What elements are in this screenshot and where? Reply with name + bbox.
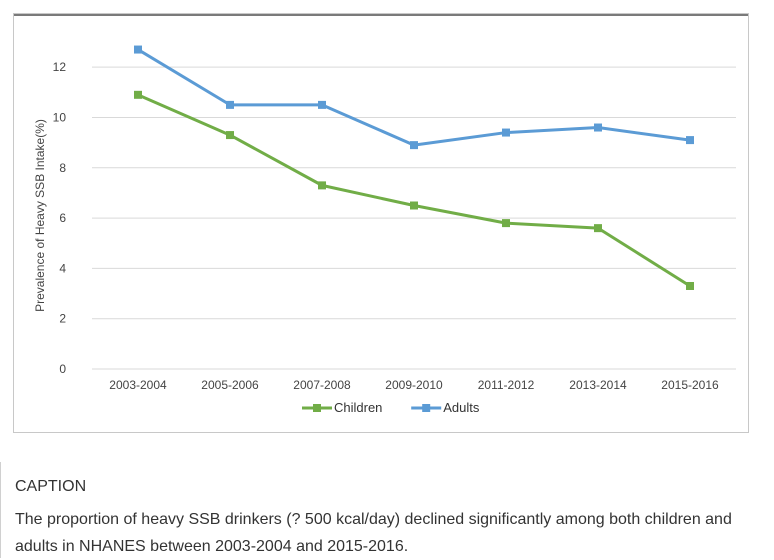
series-markers [134, 45, 694, 290]
data-point-adults [134, 45, 142, 54]
data-point-children [594, 224, 602, 233]
legend: Children Adults [302, 400, 480, 415]
caption-text: The proportion of heavy SSB drinkers (? … [15, 511, 732, 555]
y-tick-label: 8 [59, 161, 66, 175]
data-point-children [318, 181, 326, 190]
x-tick-label: 2011-2012 [478, 378, 535, 392]
y-axis-label: Prevalence of Heavy SSB Intake(%) [33, 119, 47, 312]
data-point-children [502, 219, 510, 228]
y-tick-label: 12 [53, 60, 67, 74]
data-point-adults [686, 136, 694, 145]
data-point-adults [410, 141, 418, 150]
data-point-children [226, 131, 234, 140]
grid-lines [92, 66, 736, 370]
series-line-children [137, 93, 691, 288]
y-tick-labels: 0 2 4 6 8 10 12 [53, 60, 67, 376]
data-point-adults [594, 123, 602, 132]
x-tick-label: 2013-2014 [569, 378, 627, 392]
y-tick-label: 2 [59, 312, 66, 326]
caption-section: CAPTION The proportion of heavy SSB drin… [0, 462, 774, 558]
x-tick-label: 2009-2010 [385, 378, 443, 392]
x-tick-labels: 2003-2004 2005-2006 2007-2008 2009-2010 2011… [109, 378, 719, 392]
data-point-children [410, 201, 418, 210]
data-point-children [134, 90, 142, 99]
data-point-adults [502, 128, 510, 137]
legend-marker-adults [422, 404, 431, 412]
x-tick-label: 2003-2004 [109, 378, 167, 392]
data-point-adults [226, 100, 234, 109]
chart-figure: 0 2 4 6 8 10 12 2003-2004 2005-2006 2007-2008 200… [13, 13, 749, 433]
y-tick-label: 10 [53, 110, 67, 124]
figure-top-border [14, 14, 748, 16]
data-point-children [686, 281, 694, 290]
data-point-adults [318, 100, 326, 109]
y-tick-label: 6 [59, 211, 66, 225]
legend-label-children: Children [334, 400, 382, 415]
x-tick-label: 2015-2016 [661, 378, 719, 392]
y-tick-label: 0 [59, 362, 66, 376]
x-tick-label: 2005-2006 [201, 378, 259, 392]
caption-heading: CAPTION [15, 478, 87, 495]
y-tick-label: 4 [59, 261, 66, 275]
legend-marker-children [313, 404, 321, 412]
x-tick-label: 2007-2008 [293, 378, 351, 392]
legend-label-adults: Adults [443, 400, 480, 415]
